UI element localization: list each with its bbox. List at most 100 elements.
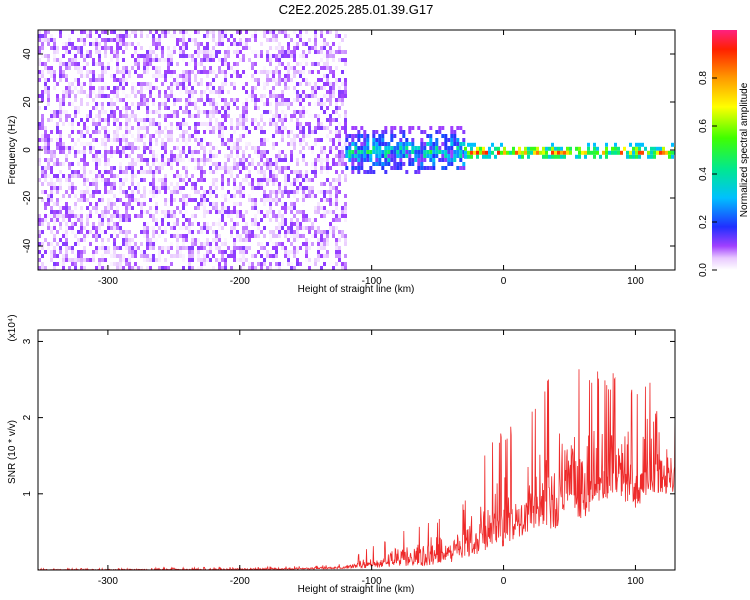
spectrogram-cell [230, 142, 233, 146]
spectrogram-cell [140, 126, 143, 130]
spectrogram-cell [363, 170, 367, 174]
spectrogram-cell [182, 30, 185, 34]
spectrogram-cell [326, 54, 329, 58]
spectrogram-cell [122, 114, 125, 118]
spectrogram-cell [185, 154, 188, 158]
spectrogram-cell [119, 266, 122, 270]
spectrogram-cell [161, 54, 164, 58]
spectrogram-cell [86, 126, 89, 130]
spectrogram-cell [221, 62, 224, 66]
spectrogram-cell [290, 242, 293, 246]
spectrogram-cell [137, 58, 140, 62]
spectrogram-cell [80, 230, 83, 234]
spectrogram-cell [92, 226, 95, 230]
spectrogram-cell [101, 198, 104, 202]
spectrogram-cell [308, 242, 311, 246]
spectrogram-cell [68, 94, 71, 98]
spectrogram-cell [110, 182, 113, 186]
spectrogram-cell [38, 194, 41, 198]
spectrogram-cell [338, 142, 341, 146]
spectrogram-cell [182, 214, 185, 218]
spectrogram-cell [146, 54, 149, 58]
spectrogram-cell [86, 30, 89, 34]
spectrogram-cell [224, 198, 227, 202]
spectrogram-cell [74, 186, 77, 190]
spectrogram-cell [344, 254, 347, 258]
spectrogram-cell [203, 90, 206, 94]
spectrogram-cell [326, 178, 329, 182]
spectrogram-cell [435, 130, 439, 134]
spectrogram-cell [158, 86, 161, 90]
spectrogram-cell [41, 50, 44, 54]
spectrogram-cell [278, 266, 281, 270]
spectrogram-cell [293, 66, 296, 70]
spectrogram-cell [542, 150, 545, 155]
spectrogram-cell [44, 46, 47, 50]
spectrogram-cell [224, 142, 227, 146]
spectrogram-cell [632, 150, 635, 155]
spectrogram-cell [221, 86, 224, 90]
spectrogram-cell [203, 110, 206, 114]
spectrogram-cell [317, 254, 320, 258]
spectrogram-cell [194, 186, 197, 190]
spectrogram-cell [65, 222, 68, 226]
spectrogram-cell [335, 34, 338, 38]
spectrogram-cell [164, 162, 167, 166]
spectrogram-cell [62, 254, 65, 258]
spectrogram-cell [80, 222, 83, 226]
spectrogram-cell [320, 206, 323, 210]
spectrogram-cell [50, 78, 53, 82]
spectrogram-cell [278, 130, 281, 134]
spectrogram-cell [299, 102, 302, 106]
spectrogram-cell [107, 182, 110, 186]
spectrogram-cell [152, 226, 155, 230]
spectrogram-cell [68, 90, 71, 94]
spectrogram-cell [167, 138, 170, 142]
spectrogram-cell [170, 198, 173, 202]
spectrogram-cell [239, 170, 242, 174]
spectrogram-cell [266, 78, 269, 82]
spectrogram-cell [375, 158, 379, 162]
spectrogram-cell [134, 30, 137, 34]
spectrogram-cell [212, 58, 215, 62]
spectrogram-cell [239, 266, 242, 270]
spectrogram-cell [68, 102, 71, 106]
spectrogram-cell [86, 94, 89, 98]
spectrogram-cell [251, 262, 254, 266]
spectrogram-cell [326, 158, 329, 162]
spectrogram-cell [275, 178, 278, 182]
spectrogram-cell [182, 258, 185, 262]
spectrogram-cell [275, 250, 278, 254]
spectrogram-cell [50, 198, 53, 202]
spectrogram-cell [71, 58, 74, 62]
spectrogram-cell [152, 182, 155, 186]
spectrogram-cell [65, 158, 68, 162]
spectrogram-cell [92, 182, 95, 186]
spectrogram-cell [74, 218, 77, 222]
spectrogram-cell [143, 98, 146, 102]
spectrogram-cell [317, 190, 320, 194]
spectrogram-cell [456, 150, 460, 154]
spectrogram-cell [354, 134, 358, 138]
spectrogram-cell [344, 162, 347, 166]
spectrogram-cell [305, 194, 308, 198]
spectrogram-cell [62, 70, 65, 74]
spectrogram-cell [86, 74, 89, 78]
spectrogram-cell [260, 142, 263, 146]
spectrogram-cell [161, 246, 164, 250]
spectrogram-cell [311, 62, 314, 66]
spectrogram-cell [323, 106, 326, 110]
spectrogram-cell [206, 94, 209, 98]
spectrogram-cell [248, 194, 251, 198]
spectrogram-cell [95, 202, 98, 206]
spectrogram-cell [71, 86, 74, 90]
spectrogram-cell [236, 122, 239, 126]
spectrogram-cell [275, 34, 278, 38]
spectrogram-cell [668, 154, 671, 159]
spectrogram-cell [119, 122, 122, 126]
spectrogram-cell [408, 150, 412, 154]
spectrogram-cell [311, 94, 314, 98]
spectrogram-cell [438, 158, 442, 162]
spectrogram-cell [158, 58, 161, 62]
spectrogram-cell [140, 154, 143, 158]
